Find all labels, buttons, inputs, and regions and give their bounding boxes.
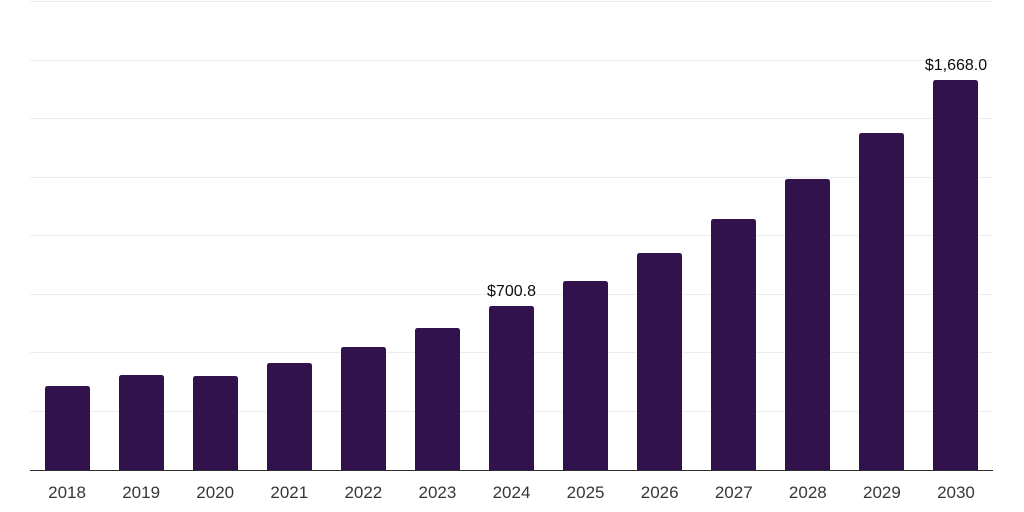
bar xyxy=(563,281,609,470)
gridline xyxy=(30,59,993,61)
bar xyxy=(637,252,683,470)
bar-column xyxy=(549,2,623,470)
x-tick-label: 2028 xyxy=(788,483,827,502)
bar xyxy=(414,327,460,470)
x-tick-label: 2030 xyxy=(937,483,975,502)
bar xyxy=(192,376,238,470)
gridline xyxy=(30,176,993,178)
bar-column xyxy=(400,2,474,470)
gridline xyxy=(30,1,993,2)
gridline xyxy=(30,118,993,119)
x-tick-label: 2024 xyxy=(492,483,531,502)
x-tick-label: 2019 xyxy=(122,483,161,502)
bar-column: $1,668.0 xyxy=(919,2,993,470)
x-tick-label: 2022 xyxy=(344,483,383,502)
plot-area: $700.8 $1,668.0 xyxy=(30,1,993,471)
value-label: $700.8 xyxy=(487,283,536,301)
bar-column xyxy=(845,2,919,470)
bar-column xyxy=(104,2,178,470)
gridline xyxy=(30,293,993,295)
x-tick-label: 2027 xyxy=(714,483,753,502)
bar xyxy=(118,375,164,470)
bar xyxy=(859,132,905,470)
bar xyxy=(340,346,386,470)
bar xyxy=(933,79,979,470)
bar xyxy=(266,362,312,470)
bar-column xyxy=(623,2,697,470)
bar-column xyxy=(771,2,845,470)
bar-column xyxy=(326,2,400,470)
bar xyxy=(489,306,534,470)
x-tick-label: 2018 xyxy=(48,483,86,502)
bar-column xyxy=(30,2,104,470)
bar xyxy=(44,385,90,470)
gridline xyxy=(30,235,993,236)
x-tick-label: 2025 xyxy=(566,483,605,502)
bar-column xyxy=(178,2,252,470)
x-tick-label: 2023 xyxy=(418,483,457,502)
x-axis-labels: 2018 2019 2020 2021 2022 2023 2024 2025 2026 2027… xyxy=(30,471,993,503)
bar-column xyxy=(697,2,771,470)
x-tick-label: 2026 xyxy=(640,483,679,502)
x-tick-label: 2029 xyxy=(862,483,901,502)
bars: $700.8 $1,668.0 xyxy=(30,2,993,470)
bar xyxy=(785,178,831,470)
bar xyxy=(711,218,757,470)
value-label: $1,668.0 xyxy=(924,56,988,74)
bar-column xyxy=(252,2,326,470)
x-axis-line xyxy=(30,469,993,471)
x-tick-label: 2020 xyxy=(196,483,235,502)
x-tick-label: 2021 xyxy=(270,483,309,502)
bar-column: $700.8 xyxy=(474,2,548,470)
